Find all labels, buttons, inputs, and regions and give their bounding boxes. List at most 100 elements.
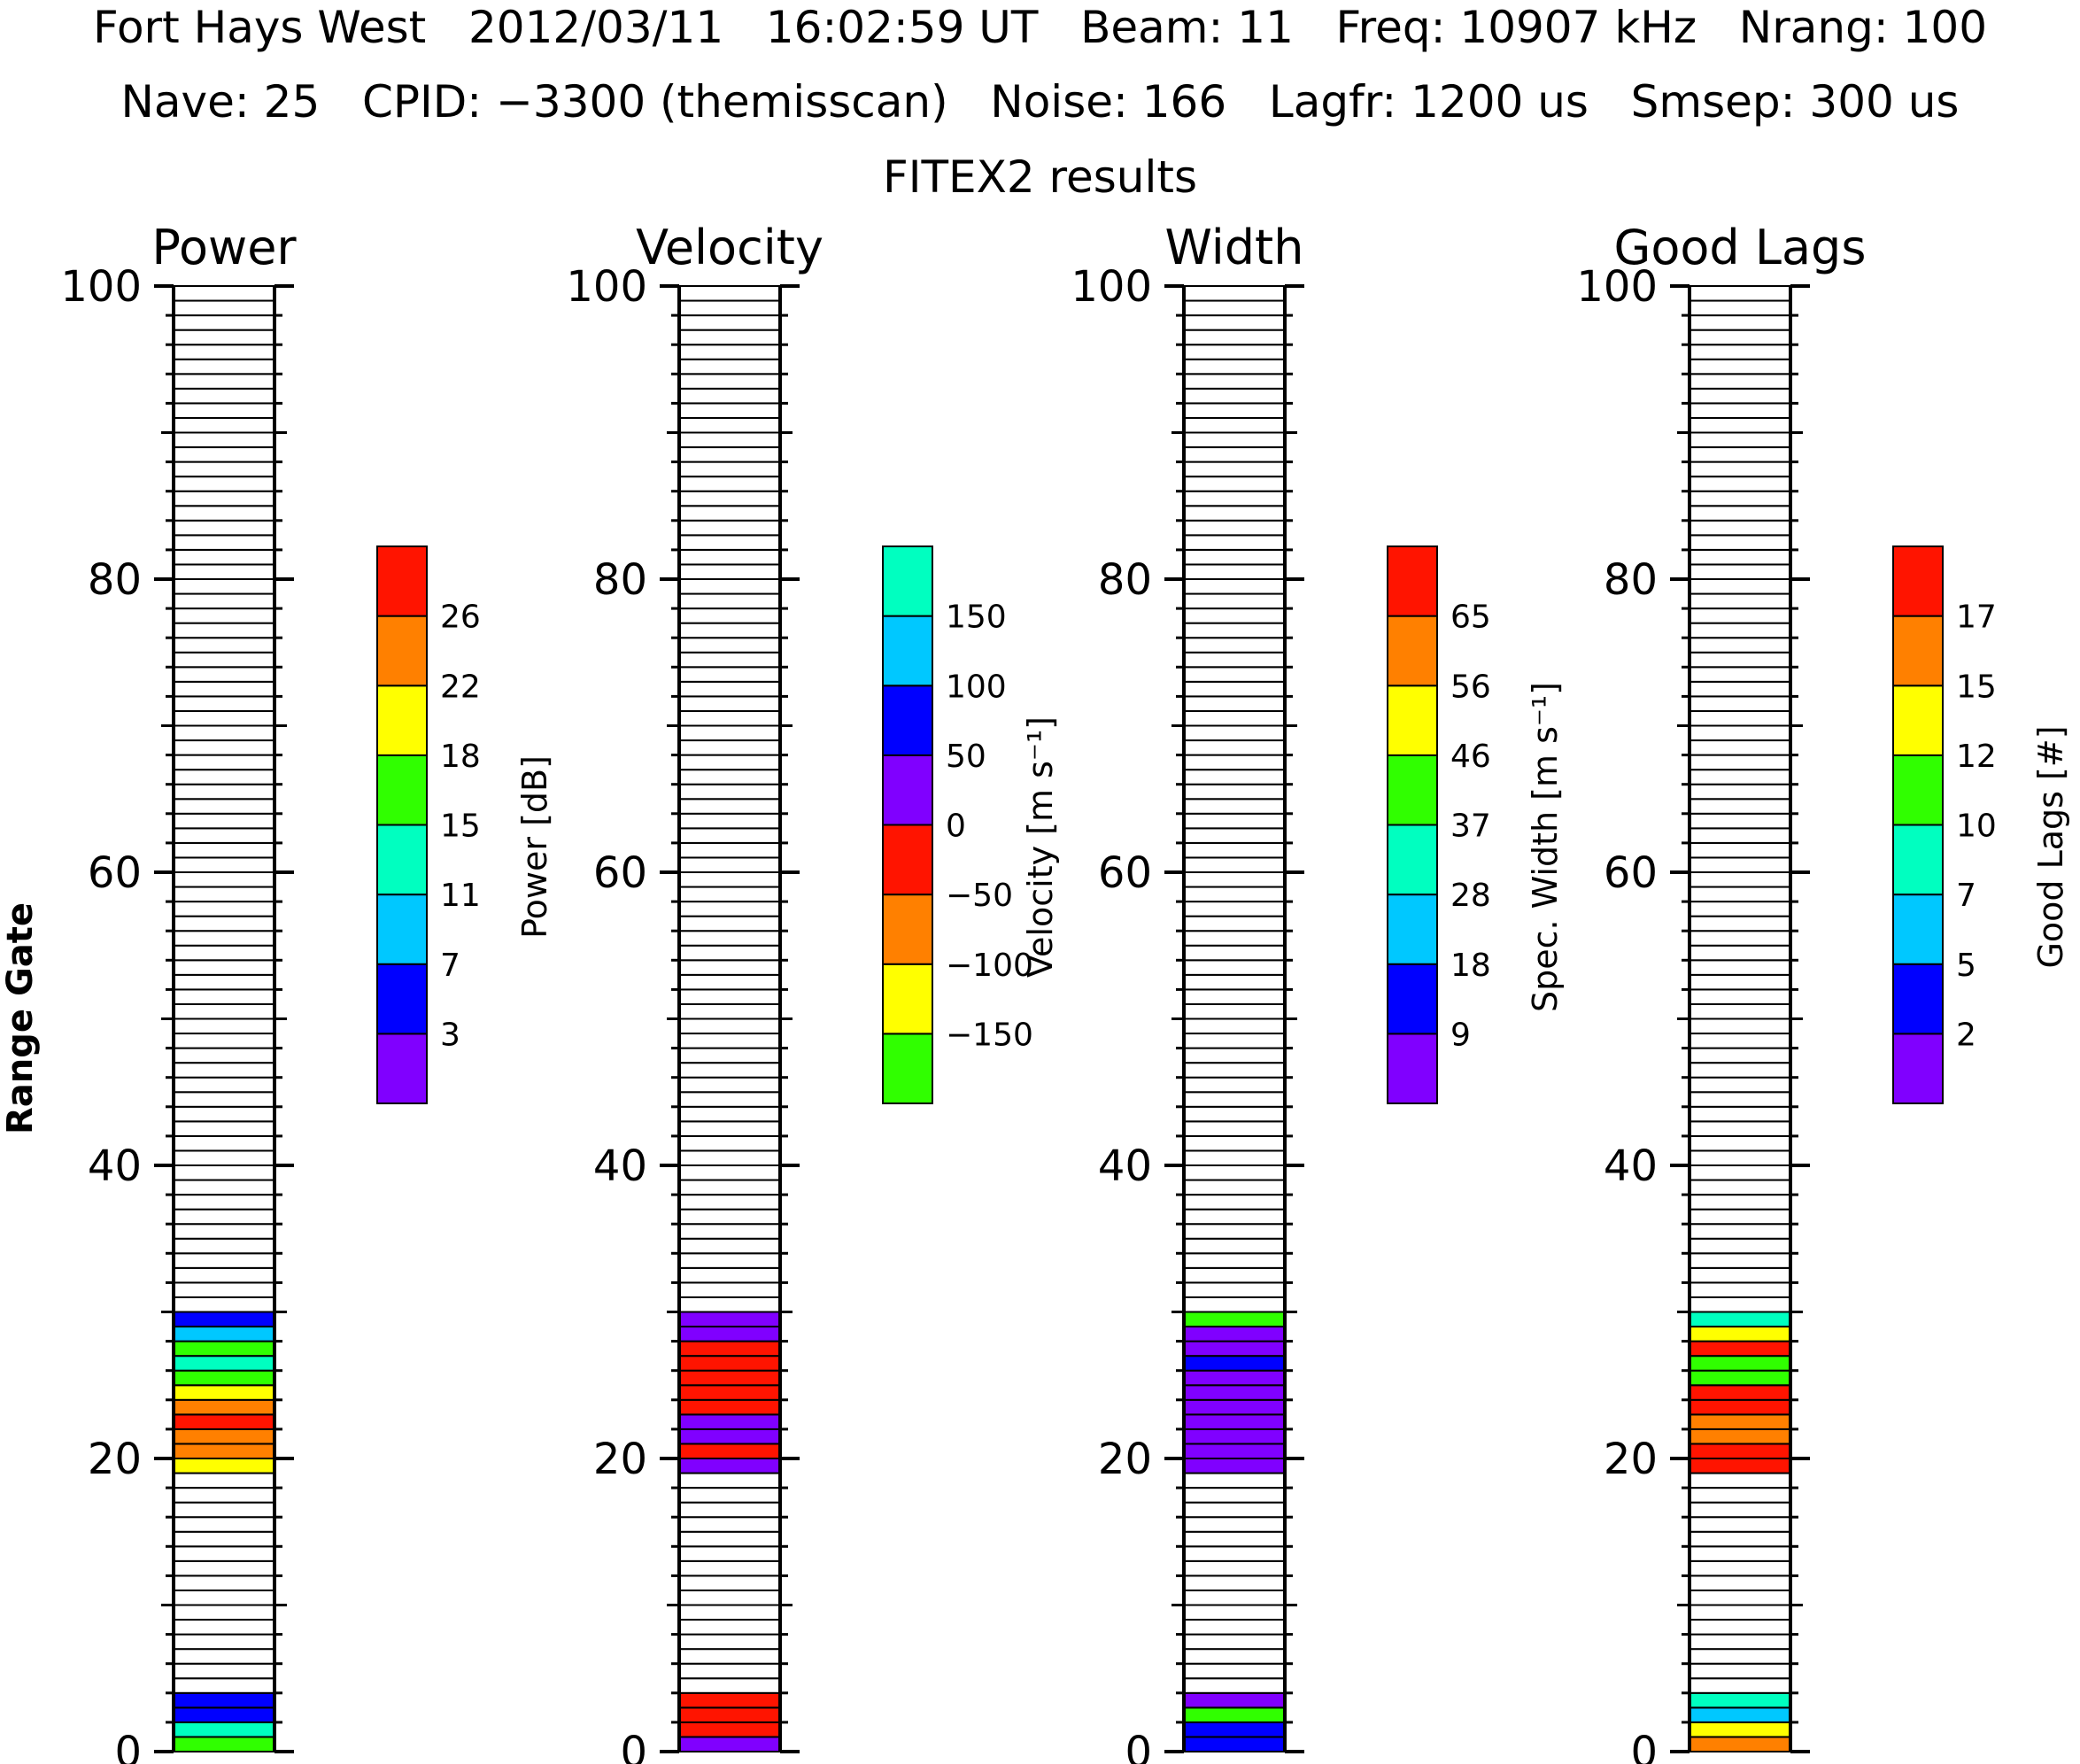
range-gate-cell — [173, 959, 275, 976]
range-gate-cell — [173, 1062, 275, 1079]
range-gate-cell — [173, 1033, 275, 1049]
y-axis-label: Range Gate — [0, 902, 41, 1134]
range-gate-cell — [678, 769, 781, 785]
range-gate-cell — [173, 1208, 275, 1226]
range-gate-cell — [1183, 871, 1286, 888]
range-gate-cell — [1689, 944, 1791, 962]
range-gate-cell — [678, 446, 781, 463]
colorbar-title: Spec. Width [m s⁻¹] — [1526, 682, 1565, 1012]
range-gate-cell — [173, 886, 275, 903]
range-gate-cell — [1689, 1736, 1791, 1752]
range-gate-cell — [1183, 1311, 1286, 1328]
range-gate-cell — [1689, 1413, 1791, 1430]
range-gate-cell — [1183, 739, 1286, 756]
range-gate-cell — [678, 1736, 781, 1752]
range-gate-cell — [1689, 578, 1791, 595]
colorbar-label: 15 — [440, 808, 481, 845]
panel-title: Good Lags — [1614, 220, 1867, 275]
range-gate-cell — [1689, 1120, 1791, 1137]
y-tick-label: 100 — [1576, 262, 1658, 312]
colorbar-label: −150 — [946, 1017, 1033, 1053]
range-gate-cell — [678, 1311, 781, 1328]
colorbar-swatch — [1387, 963, 1438, 1035]
range-gate-cell — [678, 1194, 781, 1211]
range-gate-cell — [1183, 1296, 1286, 1313]
range-gate-cell — [173, 1458, 275, 1474]
range-gate-cell — [1183, 1619, 1286, 1636]
y-tick-label: 20 — [1604, 1435, 1658, 1484]
range-gate-cell — [1689, 592, 1791, 610]
range-gate-cell — [173, 871, 275, 888]
colorbar-swatch — [376, 1033, 428, 1105]
range-gate-cell — [678, 1017, 781, 1035]
range-gate-cell — [173, 988, 275, 1005]
range-gate-cell — [678, 871, 781, 888]
range-gate-cell — [1689, 387, 1791, 405]
range-gate-cell — [1689, 358, 1791, 375]
range-gate-cell — [173, 666, 275, 683]
range-gate-cell — [1689, 622, 1791, 639]
colorbar-title: Velocity [m s⁻¹] — [1021, 716, 1060, 978]
range-gate-cell — [173, 827, 275, 844]
range-gate-cell — [1183, 1648, 1286, 1665]
range-gate-cell — [1689, 1296, 1791, 1313]
range-gate-cell — [1689, 680, 1791, 698]
range-gate-cell — [1689, 1501, 1791, 1519]
range-gate-cell — [1689, 1134, 1791, 1152]
colorbar-label: 28 — [1450, 878, 1491, 914]
range-gate-cell — [1183, 1105, 1286, 1123]
range-gate-cell — [678, 1208, 781, 1226]
range-gate-cell — [1689, 314, 1791, 331]
range-gate-cell — [678, 1091, 781, 1108]
range-gate-cell — [1183, 344, 1286, 360]
range-gate-cell — [1183, 431, 1286, 449]
range-gate-cell — [678, 841, 781, 859]
range-gate-cell — [1689, 1604, 1791, 1621]
range-gate-cell — [678, 490, 781, 507]
range-gate-cell — [173, 534, 275, 551]
range-gate-cell — [173, 1252, 275, 1269]
colorbar-swatch — [376, 685, 428, 756]
range-gate-cell — [173, 1574, 275, 1591]
y-tick-label: 80 — [593, 555, 647, 605]
range-gate-cell — [173, 1530, 275, 1548]
range-gate-cell — [678, 548, 781, 566]
range-gate-cell — [1183, 1369, 1286, 1387]
range-gate-cell — [173, 299, 275, 317]
range-gate-cell — [678, 988, 781, 1005]
colorbar-swatch — [1892, 685, 1944, 756]
colorbar-label: −100 — [946, 948, 1033, 984]
range-gate-cell — [678, 622, 781, 639]
y-tick-label: 100 — [1071, 262, 1152, 312]
range-gate-cell — [1183, 1458, 1286, 1474]
range-gate-cell — [678, 827, 781, 844]
range-gate-cell — [173, 416, 275, 434]
colorbar-swatch — [882, 963, 933, 1035]
panel-power: Power 0 20 40 60 80 100 3 7 11 15 18 22 26 Power [dB] — [60, 220, 554, 1764]
range-gate-cell — [1689, 841, 1791, 859]
range-gate-cell — [1183, 1530, 1286, 1548]
range-gate-cell — [1689, 959, 1791, 976]
range-gate-cell — [1689, 1017, 1791, 1035]
range-gate-cell — [678, 1413, 781, 1430]
range-gate-cell — [1183, 1223, 1286, 1240]
range-gate-cell — [1183, 476, 1286, 492]
range-gate-cell — [1183, 812, 1286, 830]
range-gate-cell — [1689, 769, 1791, 785]
colorbar-label: 7 — [1956, 878, 1976, 914]
range-gate-cell — [678, 812, 781, 830]
range-gate-cell — [173, 358, 275, 375]
range-gate-cell — [1183, 1208, 1286, 1226]
range-gate-cell — [678, 314, 781, 331]
range-gate-cell — [678, 1355, 781, 1372]
range-gate-cell — [1183, 915, 1286, 932]
colorbar-swatch — [1892, 824, 1944, 896]
range-gate-cell — [1689, 505, 1791, 522]
range-gate-cell — [678, 651, 781, 669]
range-gate-cell — [1183, 1398, 1286, 1416]
range-gate-cell — [678, 1472, 781, 1489]
range-gate-cell — [1689, 1516, 1791, 1533]
range-gate-cell — [173, 1340, 275, 1358]
range-gate-cell — [678, 973, 781, 991]
range-gate-cell — [1183, 944, 1286, 962]
